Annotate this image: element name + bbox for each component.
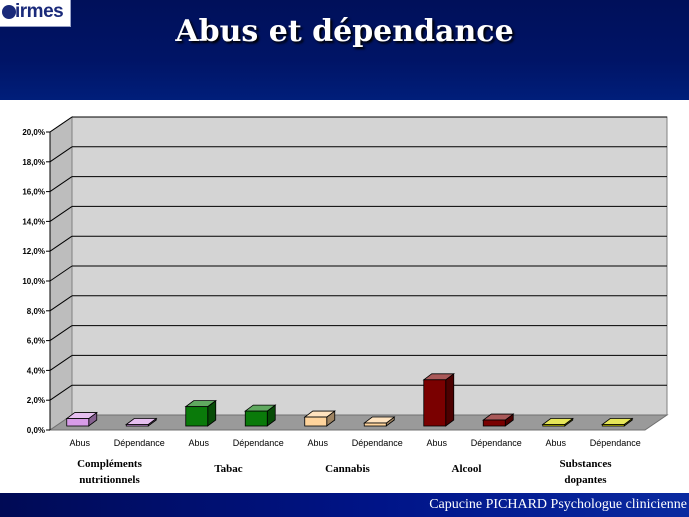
gridline-side xyxy=(49,176,73,193)
bar xyxy=(363,422,387,427)
gridline-side xyxy=(49,295,73,312)
y-tick-label: 18,0% xyxy=(22,158,45,167)
bar-label: Dépendance xyxy=(471,438,522,448)
bar xyxy=(66,418,90,427)
gridline-side xyxy=(49,235,73,252)
y-tick-label: 16,0% xyxy=(22,188,45,197)
bar-label: Abus xyxy=(188,438,209,448)
bar-side xyxy=(445,373,455,427)
category-label: dopantes xyxy=(564,474,607,486)
category-label: nutritionnels xyxy=(79,474,140,486)
slide-footer: Capucine PICHARD Psychologue clinicienne xyxy=(0,493,689,517)
logo-text: irmes xyxy=(15,1,64,22)
y-tick-label: 20,0% xyxy=(22,128,45,137)
y-tick-label: 0,0% xyxy=(27,426,45,435)
y-tick-label: 12,0% xyxy=(22,247,45,256)
bar-label: Dépendance xyxy=(233,438,284,448)
y-tick-label: 4,0% xyxy=(27,366,45,375)
bar-label: Abus xyxy=(69,438,90,448)
slide-header: irmes Abus et dépendance xyxy=(0,0,689,100)
bar xyxy=(423,379,447,427)
category-label: Cannabis xyxy=(325,463,370,475)
category-label: Tabac xyxy=(214,463,242,475)
bar-chart: 0,0% 2,0% 4,0% 6,0% 8,0% 10,0% 12,0% 14,0% 16,0%… xyxy=(22,116,669,486)
category-label: Substances xyxy=(560,458,613,470)
bar-label: Abus xyxy=(307,438,328,448)
category-label: Compléments xyxy=(77,458,142,470)
slide-title: Abus et dépendance xyxy=(175,14,514,49)
bar xyxy=(304,416,328,427)
gridline-side xyxy=(49,265,73,282)
bar-label: Dépendance xyxy=(352,438,403,448)
y-tick-label: 8,0% xyxy=(27,307,45,316)
bar xyxy=(185,406,209,427)
bar-label: Abus xyxy=(545,438,566,448)
gridline-side xyxy=(49,146,73,163)
footer-credit: Capucine PICHARD Psychologue clinicienne xyxy=(429,497,687,512)
y-tick-label: 6,0% xyxy=(27,337,45,346)
y-tick-label: 10,0% xyxy=(22,277,45,286)
bar xyxy=(482,419,506,427)
y-tick-label: 2,0% xyxy=(27,396,45,405)
gridline-side xyxy=(49,384,73,401)
category-label: Alcool xyxy=(452,463,482,475)
bar-label: Dépendance xyxy=(114,438,165,448)
bar xyxy=(542,424,566,427)
logo-globe-icon xyxy=(2,5,16,19)
bar xyxy=(125,424,149,427)
bar-label: Abus xyxy=(426,438,447,448)
bar-label: Dépendance xyxy=(590,438,641,448)
y-tick-label: 14,0% xyxy=(22,217,45,226)
gridline-side xyxy=(49,354,73,371)
gridline-side xyxy=(49,116,73,133)
bar xyxy=(244,410,268,427)
bar xyxy=(601,424,625,427)
gridline-side xyxy=(49,205,73,222)
irmes-logo: irmes xyxy=(0,0,71,27)
gridline-side xyxy=(49,325,73,342)
